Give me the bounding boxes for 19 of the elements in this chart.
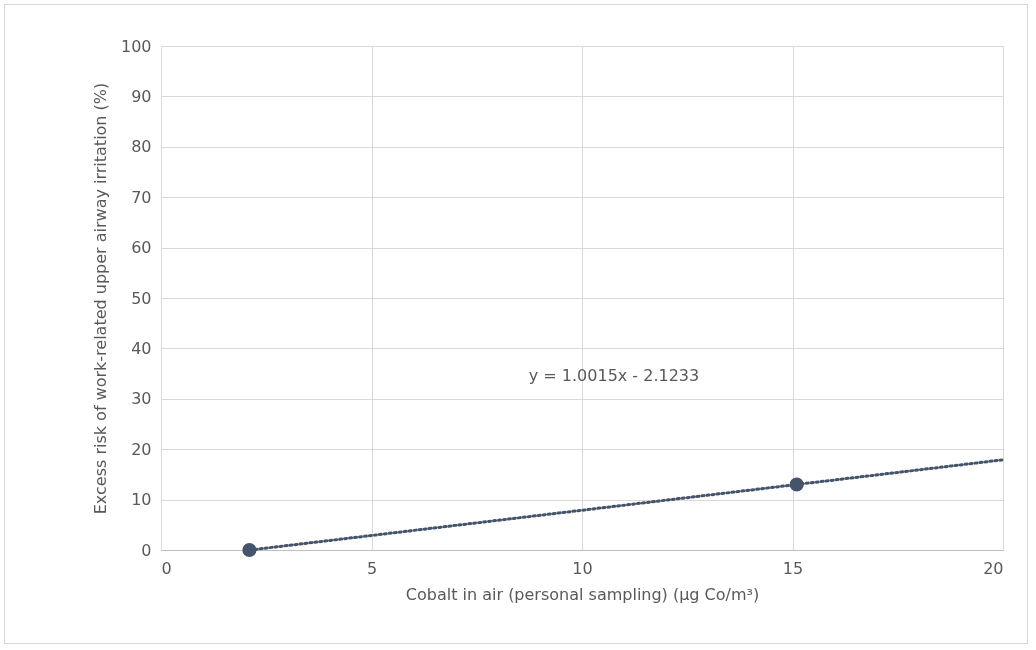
x-tick-label: 0	[161, 558, 172, 578]
x-tick-label: 15	[782, 558, 804, 578]
x-tick-label: 10	[572, 558, 593, 578]
y-tick-label: 100	[120, 36, 152, 56]
x-tick-label: 20	[983, 558, 1004, 578]
y-tick-label: 70	[131, 187, 152, 207]
y-tick-label: 80	[131, 137, 152, 157]
x-axis-title: Cobalt in air (personal sampling) (µg Co/m³)	[405, 584, 760, 604]
y-tick-label: 10	[131, 490, 152, 510]
annotation: y = 1.0015x - 2.1233	[528, 366, 700, 385]
y-tick-label: 90	[131, 86, 152, 106]
y-axis-title: Excess risk of work-related upper airway irritation (%)	[90, 82, 110, 515]
y-tick-label: 60	[131, 238, 152, 258]
y-tick-label: 40	[131, 338, 152, 358]
y-tick-label: 20	[131, 439, 152, 459]
y-tick-label: 50	[131, 288, 152, 308]
x-tick-label: 5	[366, 558, 378, 578]
y-tick-label: 30	[131, 389, 152, 409]
y-tick-label: 0	[141, 540, 152, 560]
